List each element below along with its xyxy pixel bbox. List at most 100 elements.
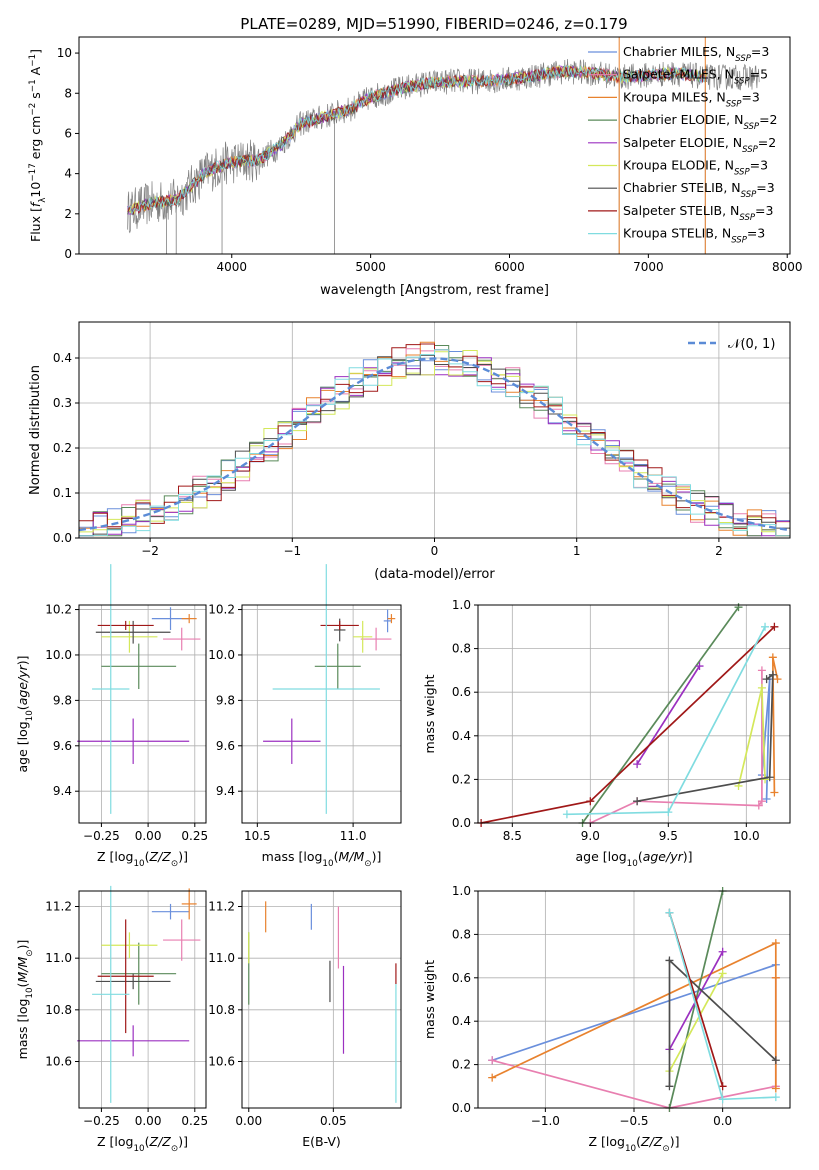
- y-tick-label: 8: [64, 86, 72, 100]
- weight-point: [771, 1093, 780, 1102]
- histogram-step-8: [78, 349, 791, 538]
- label-part: (: [145, 1134, 150, 1149]
- legend-text: Salpeter MILES, N: [623, 67, 734, 82]
- legend-sub: SSP: [741, 190, 757, 200]
- y-axis-label: age [log10(age/yr)]: [15, 655, 35, 772]
- y-tick-label: 0.4: [452, 729, 471, 743]
- y-tick-label: 9.4: [216, 784, 235, 798]
- legend-entry: Salpeter MILES, NSSP=5: [623, 67, 768, 87]
- label-part: ⊙: [364, 859, 371, 869]
- label-part: mass [log: [15, 999, 30, 1060]
- chart-age-vs-Z: −0.25 0.00 0.259.49.69.810.010.2Z [log10(Z…: [15, 564, 208, 869]
- weight-point: [562, 810, 571, 819]
- x-tick-label: −1.0: [531, 1114, 560, 1128]
- label-part: (: [15, 983, 30, 988]
- weight-point: [761, 775, 770, 784]
- x-tick-label: −0.25: [83, 1114, 120, 1128]
- y-tick-label: 0.2: [53, 441, 72, 455]
- legend-sub: SSP: [735, 54, 751, 64]
- x-axis-label: Z [log10(Z/Z⊙)]: [589, 1134, 680, 1154]
- legend: 𝒩(0, 1): [688, 337, 775, 352]
- legend-entry: Kroupa ELODIE, NSSP=3: [623, 158, 768, 178]
- weight-point: [770, 788, 779, 797]
- y-tick-label: 10.8: [208, 1003, 235, 1017]
- label-part: E(B-V): [302, 1134, 341, 1149]
- weight-point: [664, 808, 673, 817]
- label-part: 10: [133, 859, 144, 869]
- label-part: ⊙: [662, 1144, 669, 1154]
- chart-histogram: −2 −1 0 1 2 0.0 0.1 0.2 0.3 0.4 (data-model)/error…: [28, 321, 791, 582]
- weight-point: [765, 773, 774, 782]
- label-part: 10: [133, 1144, 144, 1154]
- axes-frame: [78, 36, 791, 255]
- weight-point: [762, 675, 771, 684]
- label-part: )]: [670, 1134, 680, 1149]
- y-tick-label: 10.8: [45, 1003, 72, 1017]
- label-part: A: [28, 66, 43, 79]
- x-tick-label: 0.00: [235, 1114, 262, 1128]
- x-tick-label: −1: [283, 544, 301, 558]
- legend-entry: Salpeter ELODIE, NSSP=2: [623, 135, 776, 155]
- label-part: (: [15, 705, 30, 710]
- y-tick-label: 0.8: [452, 642, 471, 656]
- label-part: 10: [25, 987, 35, 998]
- x-tick-label: 11.0: [340, 829, 367, 843]
- label-part: age/yr: [15, 664, 30, 705]
- y-tick-label: 0.0: [53, 531, 72, 545]
- legend-sub: SSP: [743, 122, 759, 132]
- y-tick-label: 0.8: [452, 927, 471, 941]
- chart-spectrum: 4000 5000 6000 7000 8000 0 2 4 6 8 10 wavelength [A…: [28, 36, 802, 298]
- model-line-8: [127, 65, 707, 216]
- label-part: −1: [28, 54, 38, 67]
- label-part: Z/Z: [640, 1134, 663, 1149]
- legend-text: Kroupa ELODIE, N: [623, 158, 734, 173]
- legend-sub: SSP: [734, 168, 750, 178]
- label-part: 10: [322, 859, 333, 869]
- weight-point: [718, 969, 727, 978]
- x-tick-label: 10.0: [733, 829, 760, 843]
- y-tick-label: 10.0: [45, 648, 72, 662]
- label-part: f: [28, 201, 43, 207]
- weight-line-5: [737, 687, 766, 787]
- y-tick-label: 9.8: [53, 693, 72, 707]
- axes-frame: [241, 890, 402, 1109]
- legend-tail: =3: [755, 203, 773, 218]
- weight-point: [488, 1056, 497, 1065]
- x-tick-label: 0.25: [181, 829, 208, 843]
- y-tick-label: 1.0: [452, 884, 471, 898]
- x-tick-label: 7000: [633, 260, 664, 274]
- y-tick-label: 2: [64, 207, 72, 221]
- label-part: age [log: [15, 721, 30, 772]
- y-tick-label: 0.3: [53, 396, 72, 410]
- axes-frame: [78, 890, 207, 1109]
- weight-point: [718, 1082, 727, 1091]
- label-part: (: [638, 849, 643, 864]
- x-tick-label: 9.0: [581, 829, 600, 843]
- x-tick-label: 0.0: [713, 1114, 732, 1128]
- y-tick-label: 10: [57, 46, 72, 60]
- weight-point: [665, 956, 674, 965]
- weight-point: [768, 653, 777, 662]
- y-tick-label: 11.0: [45, 951, 72, 965]
- weight-point: [762, 795, 771, 804]
- chart-weight-vs-Z: −1.0 −0.5 0.0 0.0 0.2 0.4 0.6 0.8 1.0 Z [log10(Z/…: [422, 884, 791, 1154]
- weight-line-5: [668, 973, 724, 1072]
- weight-point: [665, 1082, 674, 1091]
- y-tick-label: 10.6: [208, 1055, 235, 1069]
- gaussian-curve: [78, 357, 791, 532]
- y-tick-label: 0.2: [452, 772, 471, 786]
- label-part: ⊙: [171, 1144, 178, 1154]
- label-part: )]: [683, 849, 693, 864]
- figure-title: PLATE=0289, MJD=51990, FIBERID=0246, z=0…: [240, 15, 627, 33]
- label-part: (: [334, 849, 339, 864]
- label-part: Flux [: [28, 207, 43, 242]
- y-axis-label: mass weight: [422, 674, 437, 753]
- label-part: )]: [178, 1134, 188, 1149]
- legend-entry: Kroupa STELIB, NSSP=3: [623, 226, 765, 246]
- legend-tail: =3: [756, 180, 774, 195]
- y-axis-label: Flux [fλ10−17 erg cm−2 s−1 A−1]: [28, 49, 48, 242]
- x-tick-label: 0.00: [135, 829, 162, 843]
- x-tick-label: 0.00: [135, 1114, 162, 1128]
- label-part: )]: [372, 849, 382, 864]
- y-tick-label: 6: [64, 126, 72, 140]
